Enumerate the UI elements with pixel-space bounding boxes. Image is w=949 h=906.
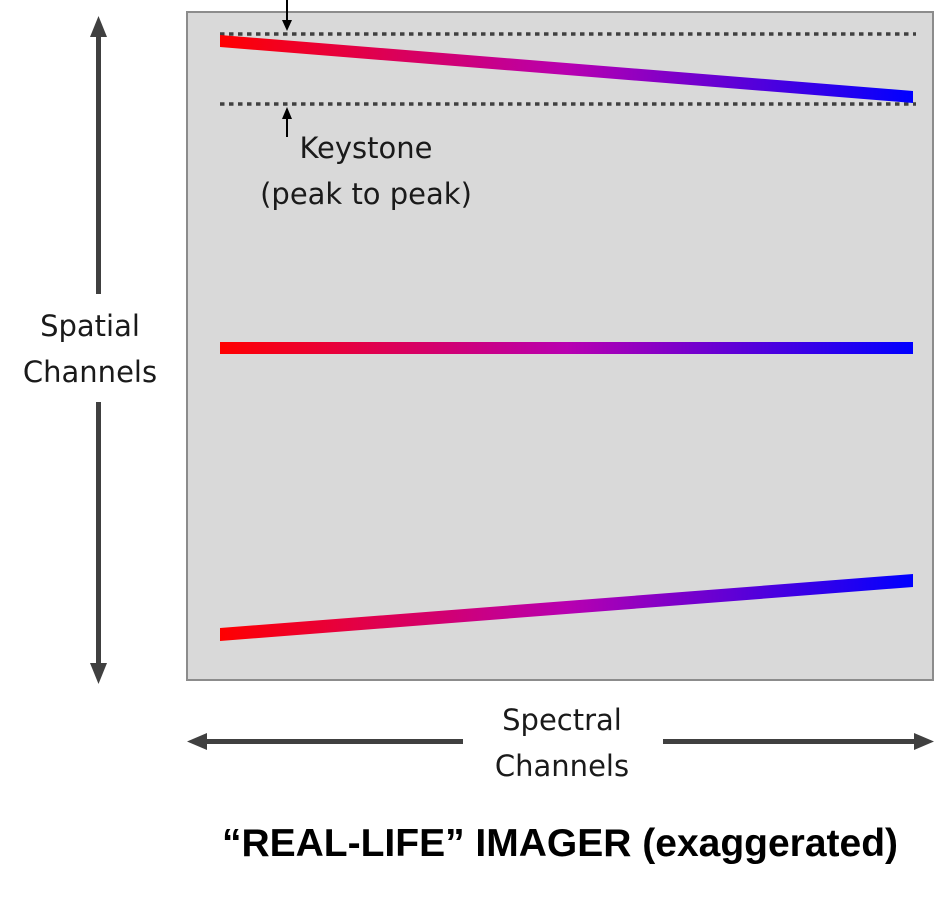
keystone-bottom-arrow [282,107,292,137]
keystone-label-line1: Keystone [299,131,433,165]
spectral-label-line1: Spectral [502,703,622,737]
keystone-top-arrow [282,0,292,31]
spatial-label-line2: Channels [22,355,158,389]
spectral-line-middle [220,342,913,354]
spectral-axis-arrow [187,733,934,750]
spatial-axis-arrow [90,16,107,684]
spectral-channels-label: Spectral Channels [482,697,642,789]
figure-caption: “REAL-LIFE” IMAGER (exaggerated) [221,822,899,865]
spatial-label-line1: Spatial [40,309,140,343]
spectral-line-bottom [220,574,913,641]
spectral-label-line2: Channels [494,749,630,783]
spectral-line-top [220,35,913,103]
keystone-label-line2: (peak to peak) [260,177,472,211]
spatial-channels-label: Spatial Channels [20,303,160,395]
keystone-label: Keystone (peak to peak) [250,125,482,217]
